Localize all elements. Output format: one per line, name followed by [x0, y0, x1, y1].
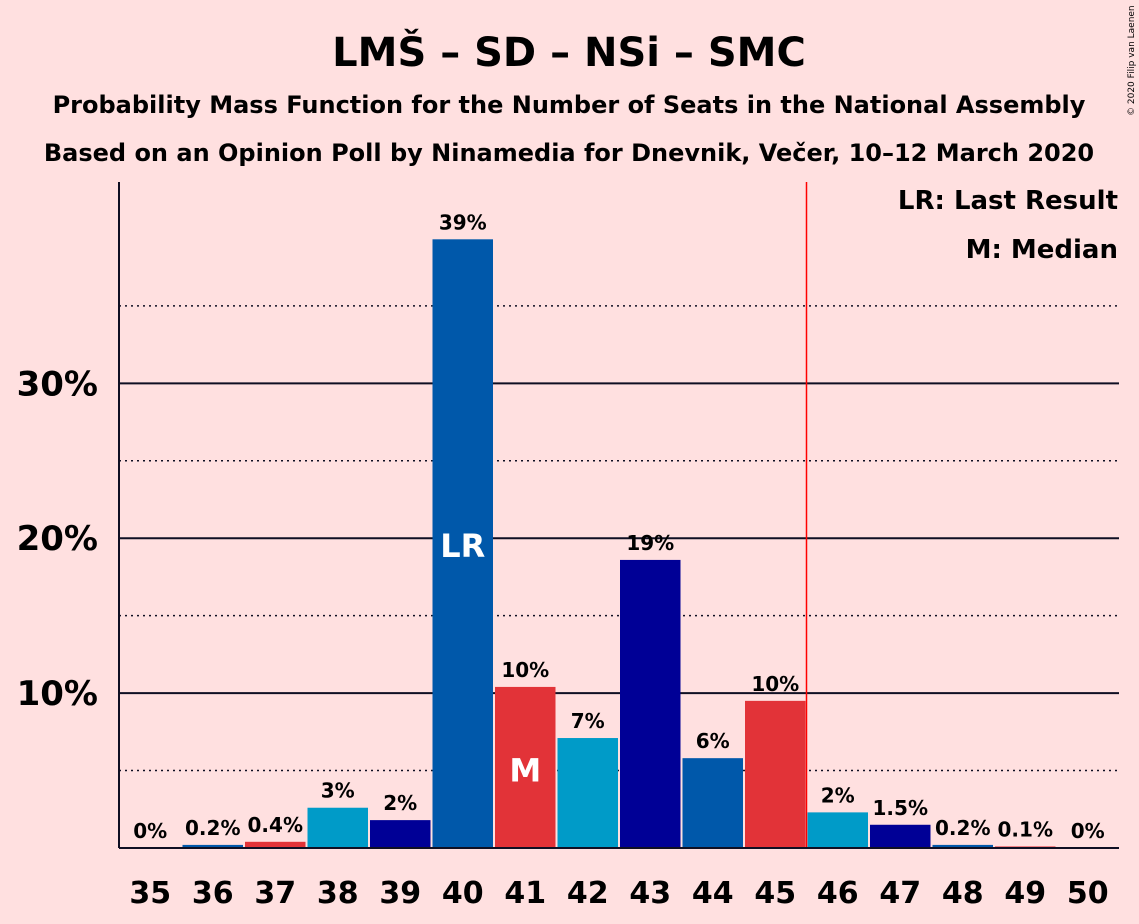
- data-label-44: 6%: [696, 729, 730, 753]
- legend-last-result: LR: Last Result: [898, 186, 1118, 216]
- bar-37: [245, 841, 306, 848]
- x-tick-label: 41: [504, 876, 546, 911]
- x-tick-label: 36: [192, 876, 234, 911]
- x-tick-label: 37: [254, 876, 296, 911]
- bars: [182, 239, 1056, 848]
- bar-46: [807, 812, 868, 848]
- data-label-39: 2%: [383, 791, 417, 815]
- x-tick-label: 40: [442, 876, 484, 911]
- x-tick-label: 44: [692, 876, 734, 911]
- bar-43: [620, 559, 681, 848]
- x-tick-label: 49: [1004, 876, 1046, 911]
- x-tick-label: 45: [754, 876, 796, 911]
- data-label-36: 0.2%: [185, 816, 240, 840]
- bar-45: [745, 700, 806, 848]
- x-tick-label: 43: [629, 876, 671, 911]
- data-label-46: 2%: [821, 783, 855, 807]
- axes: 10% 20% 30% 35 36 37 38 39 40 41 42 43 44 45 46 47 48 49 5…: [17, 182, 1119, 911]
- data-label-49: 0.1%: [998, 817, 1053, 841]
- chart-subtitle-1: Probability Mass Function for the Number…: [53, 91, 1086, 119]
- legend-median: M: Median: [966, 235, 1118, 265]
- x-tick-label: 48: [942, 876, 984, 911]
- copyright-notice: © 2020 Filip van Laenen: [1127, 5, 1137, 116]
- bar-48: [932, 844, 993, 848]
- data-label-42: 7%: [571, 709, 605, 733]
- x-tick-label: 50: [1067, 876, 1109, 911]
- data-label-37: 0.4%: [248, 813, 303, 837]
- data-label-50: 0%: [1071, 819, 1105, 843]
- median-marker: M: [509, 752, 541, 790]
- data-label-35: 0%: [133, 819, 167, 843]
- last-result-marker: LR: [440, 527, 485, 565]
- x-tick-label: 35: [129, 876, 171, 911]
- x-tick-label: 38: [317, 876, 359, 911]
- bar-47: [870, 824, 931, 848]
- bar-42: [557, 738, 618, 848]
- data-label-48: 0.2%: [935, 816, 990, 840]
- data-label-38: 3%: [321, 779, 355, 803]
- bar-38: [307, 807, 368, 848]
- data-label-47: 1.5%: [873, 796, 928, 820]
- data-label-41: 10%: [501, 658, 549, 682]
- chart-subtitle-2: Based on an Opinion Poll by Ninamedia fo…: [44, 139, 1094, 167]
- x-tick-label: 39: [379, 876, 421, 911]
- data-label-45: 10%: [751, 672, 799, 696]
- x-tick-label: 42: [567, 876, 609, 911]
- bar-40: [432, 239, 493, 848]
- data-label-43: 19%: [626, 531, 674, 555]
- bar-36: [182, 844, 243, 848]
- y-tick-label: 10%: [17, 674, 98, 714]
- x-tick-label: 46: [817, 876, 859, 911]
- data-label-40: 39%: [439, 210, 487, 234]
- chart-title: LMŠ – SD – NSi – SMC: [332, 28, 806, 76]
- bar-41: [495, 686, 556, 848]
- bar-44: [682, 758, 743, 848]
- data-labels: 0% 0.2% 0.4% 3% 2% 39% LR 10% M 7% 19% 6% 10% 2% 1.5% 0…: [133, 210, 1104, 843]
- gridlines: [119, 305, 1119, 772]
- x-tick-label: 47: [879, 876, 921, 911]
- y-tick-label: 20%: [17, 519, 98, 559]
- bar-39: [370, 820, 431, 848]
- y-tick-label: 30%: [17, 364, 98, 404]
